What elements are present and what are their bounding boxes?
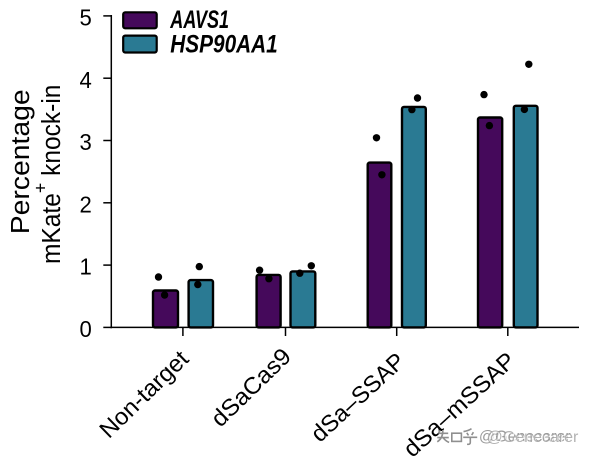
svg-text:dSa–SSAP: dSa–SSAP [306,348,410,447]
svg-text:HSP90AA1: HSP90AA1 [170,31,277,59]
svg-text:@Genecarer: @Genecarer [487,429,580,446]
svg-text:1: 1 [80,254,92,280]
svg-text:4: 4 [80,67,92,93]
svg-text:5: 5 [80,5,92,31]
svg-text:0: 0 [80,316,92,342]
svg-text:dSaCas9: dSaCas9 [206,343,297,432]
svg-text:mKate+ knock-in: mKate+ knock-in [30,85,66,265]
svg-text:@Genecarer: @Genecarer [480,430,573,447]
svg-text:3: 3 [80,129,92,155]
svg-text:Non-target: Non-target [95,346,194,444]
svg-text:2: 2 [80,191,92,217]
svg-text:Percentage: Percentage [7,89,35,234]
svg-text:@Genecarer: @Genecarer [479,429,572,446]
svg-text:@Genecarer: @Genecarer [488,430,581,447]
svg-text:AAVS1: AAVS1 [170,6,230,34]
